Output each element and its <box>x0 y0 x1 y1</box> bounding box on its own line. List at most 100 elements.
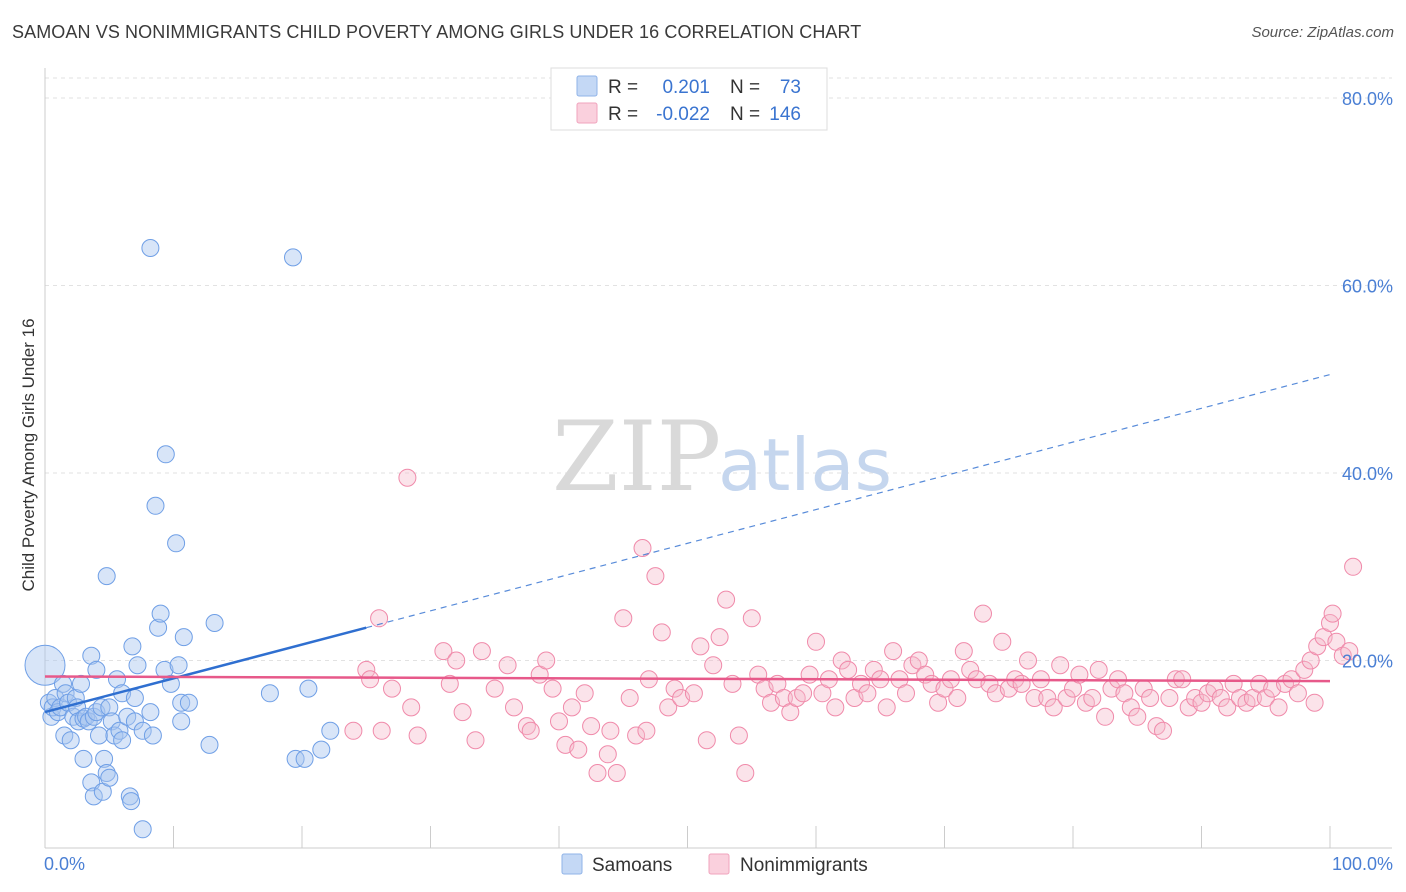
samoans-point-45 <box>125 712 144 731</box>
nonimmigrants-point-14 <box>472 642 491 661</box>
nonimmigrants-point-6 <box>398 468 417 487</box>
nonimmigrants-point-63 <box>807 632 825 651</box>
nonimmigrants-point-120 <box>1173 670 1192 689</box>
nonimmigrants-point-138 <box>1288 684 1307 703</box>
samoans-point-48 <box>133 721 152 740</box>
nonimmigrants-point-49 <box>717 590 736 609</box>
nonimmigrants-point-85 <box>948 689 967 707</box>
nonimmigrants-point-78 <box>903 656 922 675</box>
samoans-point-72 <box>312 740 331 759</box>
nonimmigrants-point-108 <box>1096 707 1115 726</box>
samoans-point-37 <box>108 670 126 689</box>
nonimmigrants-point-117 <box>1154 721 1172 740</box>
legend-n-label-1: N = <box>730 77 760 98</box>
samoans-point-71 <box>299 679 318 698</box>
samoans-point-55 <box>151 604 170 623</box>
nonimmigrants-point-9 <box>434 642 453 661</box>
nonimmigrants-point-28 <box>582 717 601 736</box>
samoans-point-11 <box>61 731 80 750</box>
nonimmigrants-point-105 <box>1076 693 1095 712</box>
samoans-point-51 <box>143 726 162 745</box>
nonimmigrants-point-33 <box>614 609 633 628</box>
samoans-point-59 <box>167 534 186 553</box>
nonimmigrants-point-21 <box>537 651 556 670</box>
nonimmigrants-point-112 <box>1121 698 1140 717</box>
nonimmigrants-point-29 <box>588 764 607 782</box>
nonimmigrants-point-31 <box>601 721 620 740</box>
watermark-atlas: atlas <box>718 423 892 507</box>
nonimmigrants-point-101 <box>1051 656 1070 675</box>
samoans-point-8 <box>55 726 74 745</box>
nonimmigrants-point-3 <box>370 609 389 628</box>
nonimmigrants-point-139 <box>1295 660 1314 679</box>
nonimmigrants-point-123 <box>1192 693 1211 712</box>
samoans-point-33 <box>100 768 119 787</box>
samoans-point-46 <box>125 689 144 707</box>
samoans-point-24 <box>84 707 103 726</box>
nonimmigrants-point-95 <box>1012 674 1031 693</box>
samoans-point-16 <box>72 674 90 693</box>
nonimmigrants-point-45 <box>691 637 710 656</box>
samoans-point-44 <box>123 637 142 656</box>
legend-r-label-2: R = <box>608 104 638 125</box>
samoans-point-53 <box>146 496 165 515</box>
samoans-point-70 <box>295 749 314 768</box>
nonimmigrants-point-23 <box>550 712 568 731</box>
samoans-point-61 <box>172 712 191 731</box>
nonimmigrants-point-37 <box>637 721 656 740</box>
nonimmigrants-point-16 <box>498 656 517 675</box>
nonimmigrants-point-2 <box>361 670 380 689</box>
samoans-point-64 <box>179 693 198 712</box>
nonimmigrants-point-115 <box>1141 689 1160 707</box>
nonimmigrants-point-71 <box>858 684 877 703</box>
nonimmigrants-point-62 <box>800 665 819 684</box>
nonimmigrants-point-60 <box>787 689 806 707</box>
nonimmigrants-point-133 <box>1256 689 1275 707</box>
x-tick-label-0: 0.0% <box>44 854 85 874</box>
legend-r-value-2: -0.022 <box>656 104 710 125</box>
trend-lines <box>44 373 1331 714</box>
nonimmigrants-point-25 <box>562 698 581 717</box>
nonimmigrants-point-126 <box>1211 689 1230 707</box>
nonimmigrants-point-104 <box>1070 665 1089 684</box>
nonimmigrants-point-67 <box>832 651 851 670</box>
data-points <box>24 239 1363 839</box>
nonimmigrants-point-4 <box>372 721 391 740</box>
y-tick-label-20: 20.0% <box>1342 652 1393 672</box>
nonimmigrants-point-35 <box>627 726 646 745</box>
samoans-point-62 <box>172 693 191 712</box>
nonimmigrants-point-148 <box>1344 557 1363 576</box>
samoans-point-32 <box>97 764 116 782</box>
samoans-point-19 <box>77 707 96 726</box>
nonimmigrants-point-7 <box>402 698 421 717</box>
nonimmigrants-point-147 <box>1340 642 1359 661</box>
samoans-point-43 <box>122 792 141 811</box>
nonimmigrants-point-107 <box>1089 660 1108 679</box>
nonimmigrants-point-27 <box>575 684 594 703</box>
samoans-point-66 <box>205 614 224 632</box>
samoans-point-23 <box>84 787 103 806</box>
samoans-point-63 <box>174 628 193 647</box>
nonimmigrants-point-74 <box>877 698 896 717</box>
nonimmigrants-point-42 <box>665 679 684 698</box>
samoans-point-68 <box>284 248 302 267</box>
legend-r-label-1: R = <box>608 77 638 98</box>
samoans-point-39 <box>113 731 132 750</box>
legend-swatch-nonimmigrants <box>576 102 598 124</box>
y-axis-label: Child Poverty Among Girls Under 16 <box>19 318 38 591</box>
samoans-trend-extension <box>366 373 1331 629</box>
nonimmigrants-point-39 <box>646 567 665 586</box>
samoans-point-65 <box>200 735 219 754</box>
nonimmigrants-point-13 <box>466 731 485 750</box>
nonimmigrants-point-17 <box>505 698 523 717</box>
nonimmigrants-point-19 <box>521 721 540 740</box>
nonimmigrants-point-102 <box>1057 689 1076 707</box>
nonimmigrants-point-51 <box>729 726 748 745</box>
top-legend: R = 0.201 N = 73 R = -0.022 N = 146 <box>550 67 828 131</box>
samoans-point-34 <box>100 698 119 717</box>
samoans-trend-line <box>44 626 367 714</box>
nonimmigrants-point-36 <box>633 539 652 557</box>
nonimmigrants-point-75 <box>884 642 903 661</box>
source-label: Source: ZipAtlas.com <box>1251 24 1394 41</box>
